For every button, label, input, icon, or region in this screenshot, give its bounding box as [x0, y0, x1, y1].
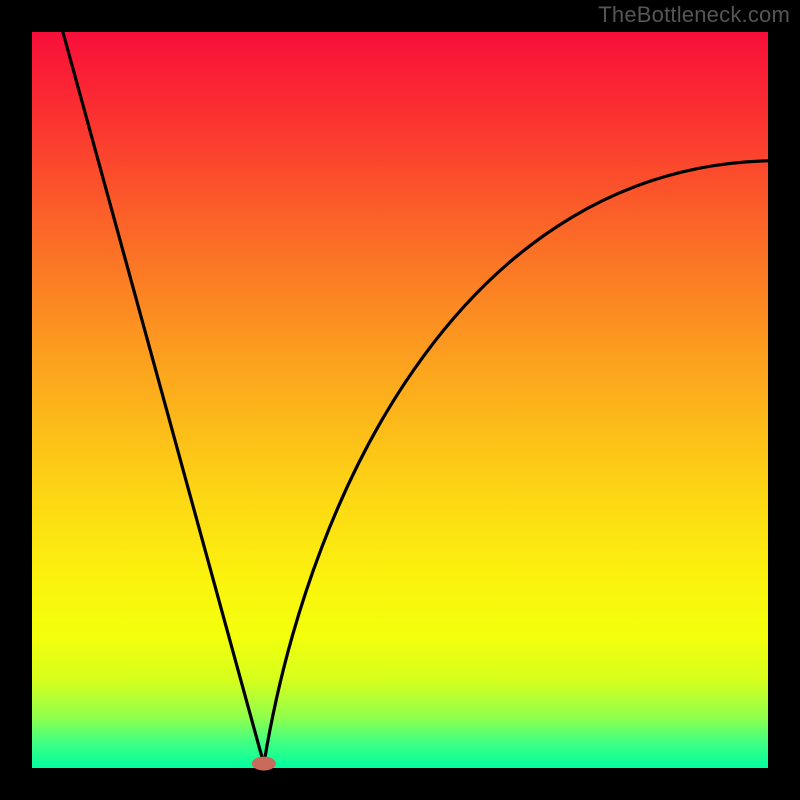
watermark-text: TheBottleneck.com	[598, 2, 790, 28]
bottleneck-chart	[0, 0, 800, 800]
minimum-marker	[252, 757, 276, 771]
plot-background	[32, 32, 768, 768]
chart-container: { "watermark": { "text": "TheBottleneck.…	[0, 0, 800, 800]
